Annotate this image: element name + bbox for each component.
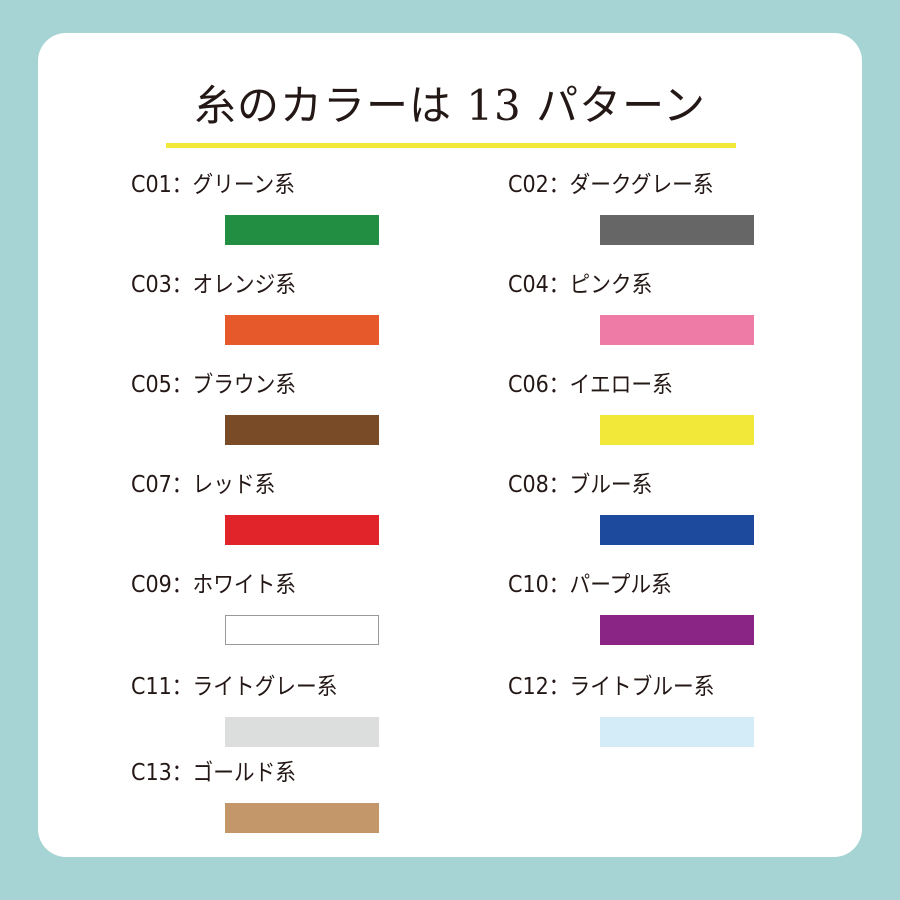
color-label-c07: C07：レッド系 (131, 472, 276, 498)
color-swatch-c03 (225, 315, 379, 345)
color-label-c09: C09：ホワイト系 (131, 572, 296, 598)
color-swatch-c01 (225, 215, 379, 245)
color-swatch-c10 (600, 615, 754, 645)
color-label-c02: C02：ダークグレー系 (508, 172, 714, 198)
color-swatch-c04 (600, 315, 754, 345)
color-label-c10: C10：パープル系 (508, 572, 672, 598)
color-label-c12: C12：ライトブルー系 (508, 674, 715, 700)
color-swatch-c05 (225, 415, 379, 445)
color-swatch-c08 (600, 515, 754, 545)
color-label-c11: C11：ライトグレー系 (131, 674, 338, 700)
color-swatch-c09 (225, 615, 379, 645)
color-swatch-c02 (600, 215, 754, 245)
color-label-c06: C06：イエロー系 (508, 372, 673, 398)
color-label-c03: C03：オレンジ系 (131, 272, 296, 298)
color-swatch-c13 (225, 803, 379, 833)
color-swatch-c11 (225, 717, 379, 747)
color-label-c04: C04：ピンク系 (508, 272, 653, 298)
color-label-c08: C08：ブルー系 (508, 472, 653, 498)
color-swatch-c07 (225, 515, 379, 545)
color-swatch-c12 (600, 717, 754, 747)
color-label-c05: C05：ブラウン系 (131, 372, 296, 398)
color-label-c01: C01：グリーン系 (131, 172, 295, 198)
page-title: 糸のカラーは 13 パターン (193, 81, 707, 130)
title-underline (166, 143, 736, 148)
color-label-c13: C13：ゴールド系 (131, 760, 296, 786)
color-swatch-c06 (600, 415, 754, 445)
